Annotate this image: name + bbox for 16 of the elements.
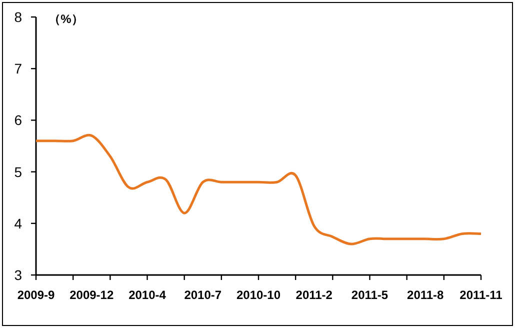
xtick: 2010-7 [184, 288, 222, 302]
ytick: 8 [14, 9, 22, 25]
ytick: 4 [14, 215, 22, 232]
ylabel: （%） [48, 12, 84, 26]
xtick: 2009-9 [17, 288, 55, 302]
xtick: 2010-10 [236, 288, 281, 302]
xtick: 2011-8 [407, 288, 444, 302]
ytick: 3 [14, 267, 22, 283]
xtick: 2011-2 [296, 288, 332, 302]
xtick: 2009-12 [70, 288, 114, 302]
xtick: 2011-11 [460, 288, 502, 302]
xtick: 2011-5 [351, 288, 388, 302]
ytick: 7 [14, 60, 22, 77]
xtick: 2010-4 [128, 288, 166, 302]
ytick: 5 [14, 164, 22, 180]
ytick: 6 [14, 112, 22, 128]
